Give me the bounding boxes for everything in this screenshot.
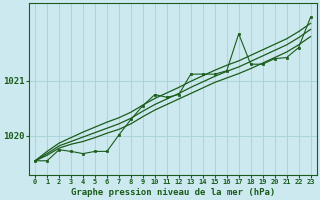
X-axis label: Graphe pression niveau de la mer (hPa): Graphe pression niveau de la mer (hPa) (71, 188, 275, 197)
